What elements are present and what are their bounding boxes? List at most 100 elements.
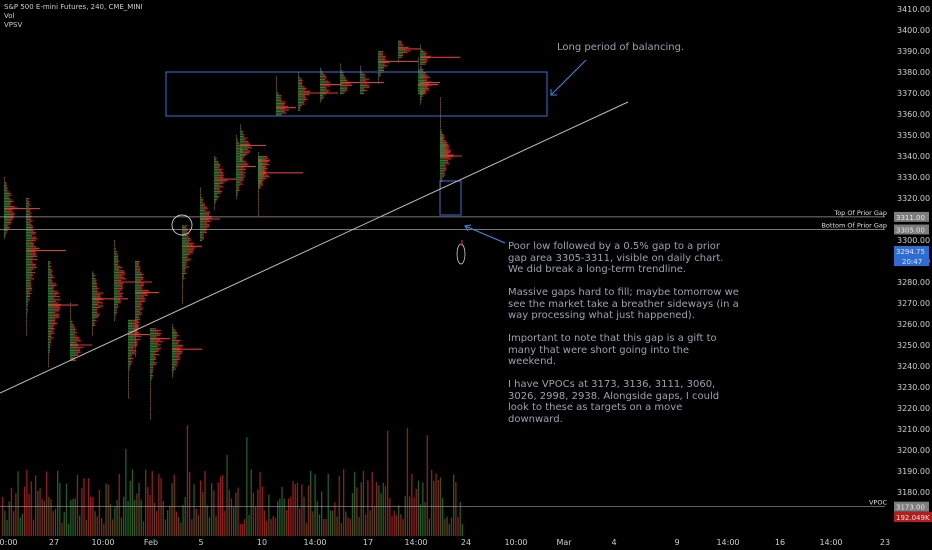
volume-bar bbox=[248, 514, 250, 536]
volume-value: 192.049K bbox=[896, 514, 930, 522]
volume-bar bbox=[420, 504, 422, 536]
volume-bar bbox=[211, 483, 213, 536]
price-tick-label: 3370.00 bbox=[897, 89, 930, 98]
volume-bar bbox=[365, 514, 367, 536]
volume-bar bbox=[389, 498, 391, 536]
balancing-box[interactable] bbox=[165, 71, 548, 117]
volume-bar bbox=[142, 521, 145, 536]
volume-bar bbox=[391, 515, 393, 536]
volume-bar bbox=[79, 515, 81, 536]
last-price-value: 3294.75 bbox=[896, 248, 925, 256]
volume-bar bbox=[2, 497, 4, 536]
volume-bar bbox=[387, 430, 389, 536]
volume-profile bbox=[150, 328, 170, 420]
volume-bar bbox=[63, 512, 65, 536]
volume-bar bbox=[325, 519, 327, 536]
volume-bar bbox=[32, 519, 35, 536]
time-tick-label: 14:00 bbox=[716, 538, 739, 547]
volume-bar bbox=[380, 493, 382, 536]
volume-profile bbox=[128, 319, 150, 399]
volume-bar bbox=[360, 482, 362, 536]
poor-low-circle[interactable] bbox=[171, 214, 193, 236]
price-tick-label: 3220.00 bbox=[897, 404, 930, 413]
time-tick-label: Mar bbox=[556, 538, 572, 547]
volume-bar bbox=[219, 476, 222, 536]
volume-bar bbox=[395, 514, 398, 536]
volume-bar bbox=[120, 517, 123, 536]
current-bar-ellipse[interactable] bbox=[456, 243, 466, 265]
price-tick-label: 3240.00 bbox=[897, 362, 930, 371]
volume-bar bbox=[48, 496, 50, 536]
volume-profile bbox=[440, 130, 462, 189]
volume-profile bbox=[92, 271, 128, 336]
long-term-trendline[interactable] bbox=[0, 101, 629, 394]
volume-bar bbox=[184, 496, 186, 536]
volume-bar bbox=[378, 485, 380, 536]
time-tick-label: 9 bbox=[674, 538, 679, 547]
volume-bar bbox=[241, 523, 244, 536]
volume-profile bbox=[360, 65, 384, 95]
volume-profile bbox=[258, 156, 270, 216]
volume-bar bbox=[76, 474, 79, 536]
price-tick-label: 3270.00 bbox=[897, 299, 930, 308]
volume-profile bbox=[48, 261, 78, 368]
volume-bar bbox=[312, 511, 314, 536]
price-tick-label: 3330.00 bbox=[897, 173, 930, 182]
price-tick-label: 3380.00 bbox=[897, 68, 930, 77]
volume-bar bbox=[68, 523, 70, 536]
volume-bar bbox=[351, 493, 354, 536]
time-axis[interactable]: 00:00 27 10:00 Feb 5 10 14:00 17 14:00 24 10:00 Mar… bbox=[0, 538, 890, 547]
volume-bar bbox=[140, 499, 142, 536]
volume-bar bbox=[105, 483, 107, 536]
volume-bar bbox=[261, 486, 263, 536]
volume-bar bbox=[158, 474, 160, 536]
volume-bar bbox=[8, 501, 10, 536]
volume-bar bbox=[224, 510, 226, 536]
volume-profile bbox=[340, 63, 362, 95]
volume-tag: 192.049K bbox=[894, 512, 932, 522]
price-tick-label: 3390.00 bbox=[897, 47, 930, 56]
volume-profile bbox=[276, 76, 296, 116]
volume-bar bbox=[85, 519, 87, 536]
volume-bar bbox=[131, 469, 134, 536]
gap-box[interactable] bbox=[439, 180, 462, 216]
volume-bar bbox=[345, 511, 347, 536]
volume-bar bbox=[173, 474, 175, 536]
price-tick-label: 3190.00 bbox=[897, 467, 930, 476]
volume-profile bbox=[320, 67, 342, 103]
volume-bar bbox=[303, 496, 305, 536]
volume-bar bbox=[356, 487, 358, 536]
volume-bar bbox=[290, 496, 292, 536]
volume-bar bbox=[92, 497, 94, 536]
volume-bar bbox=[134, 499, 136, 536]
volume-bar bbox=[283, 498, 285, 536]
volume-bar bbox=[373, 506, 376, 536]
volume-bar bbox=[98, 489, 101, 536]
price-tick-label: 3300.00 bbox=[897, 236, 930, 245]
volume-bar bbox=[323, 519, 325, 536]
time-tick-label: 14:00 bbox=[303, 538, 326, 547]
volume-bar bbox=[426, 435, 428, 536]
volume-bar bbox=[382, 482, 384, 536]
volume-bar bbox=[186, 425, 189, 536]
volume-bar bbox=[244, 519, 246, 536]
volume-bar bbox=[180, 522, 182, 536]
top-of-prior-gap-price: 3311.00 bbox=[896, 214, 925, 222]
price-axis[interactable]: 3410.00 3400.00 3390.00 3380.00 3370.00 3360.… bbox=[897, 5, 930, 497]
volume-bar bbox=[369, 510, 371, 536]
volume-bar bbox=[314, 474, 316, 536]
volume-bar bbox=[191, 519, 193, 536]
price-tick-label: 3320.00 bbox=[897, 194, 930, 203]
volume-profile bbox=[182, 225, 202, 305]
volume-bar bbox=[72, 498, 74, 536]
volume-bar bbox=[162, 501, 164, 536]
volume-bar bbox=[101, 518, 103, 536]
volume-bar bbox=[358, 516, 360, 536]
volume-bar bbox=[90, 496, 92, 536]
volume-bar bbox=[54, 509, 57, 536]
volume-bar bbox=[340, 523, 343, 536]
volume-bar bbox=[400, 514, 402, 536]
volume-bar bbox=[65, 483, 68, 536]
volume-bar bbox=[292, 481, 294, 536]
